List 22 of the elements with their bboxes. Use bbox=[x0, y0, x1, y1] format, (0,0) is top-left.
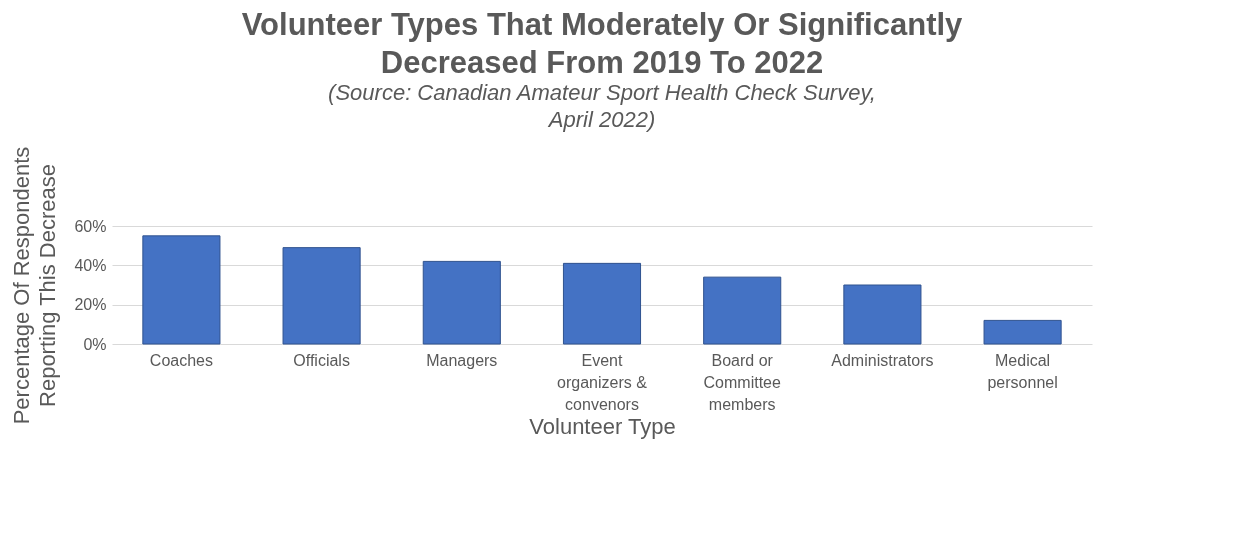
bar bbox=[843, 284, 922, 345]
bar bbox=[422, 260, 501, 345]
x-tick-label: Administrators bbox=[831, 351, 934, 369]
bar bbox=[983, 319, 1062, 345]
y-axis-title: Percentage Of Respondents Reporting This Decrease bbox=[9, 146, 61, 425]
x-tick-label: Officials bbox=[293, 351, 350, 369]
x-tick-label: Board or Committee members bbox=[703, 351, 781, 413]
bar bbox=[282, 247, 361, 345]
x-axis-title: Volunteer Type bbox=[529, 413, 676, 439]
x-tick-label: Event organizers & convenors bbox=[557, 351, 648, 413]
bar bbox=[142, 235, 221, 345]
y-tick-label: 60% bbox=[74, 217, 107, 235]
x-tick-label: Coaches bbox=[149, 351, 213, 369]
x-tick-label: Medical personnel bbox=[987, 351, 1058, 391]
y-tick-label: 0% bbox=[83, 335, 107, 353]
bar bbox=[703, 276, 782, 345]
y-tick-label: 40% bbox=[74, 256, 107, 274]
bar bbox=[562, 262, 642, 345]
text: (Source: Canadian Amateur Sport Health Check Survey, April 2022) bbox=[328, 80, 876, 133]
x-tick-label: Managers bbox=[426, 351, 498, 369]
y-tick-label: 20% bbox=[74, 296, 107, 314]
chart-title: Volunteer Types That Moderately Or Significantly Decreased From 2019 To 2022 bbox=[241, 7, 964, 81]
